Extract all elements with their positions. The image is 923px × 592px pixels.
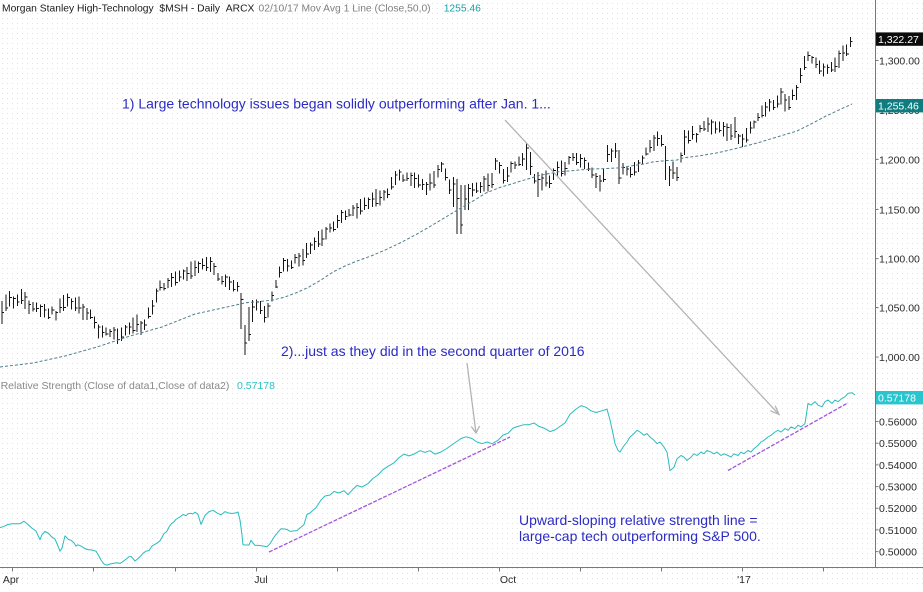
svg-text:2)...just as they did in the s: 2)...just as they did in the second quar…: [281, 343, 585, 359]
svg-text:0.56000: 0.56000: [879, 417, 917, 429]
svg-text:0.53000: 0.53000: [879, 482, 917, 494]
svg-text:1,100.00: 1,100.00: [879, 254, 920, 266]
svg-text:0.57178: 0.57178: [237, 380, 275, 392]
svg-text:02/10/17 Mov Avg 1 Line (Close: 02/10/17 Mov Avg 1 Line (Close,50,0): [259, 4, 431, 15]
svg-text:0.57178: 0.57178: [878, 393, 916, 405]
svg-text:1,322.27: 1,322.27: [878, 34, 919, 46]
svg-text:0.51000: 0.51000: [879, 525, 917, 537]
svg-text:Apr: Apr: [3, 574, 20, 586]
svg-text:1,050.00: 1,050.00: [879, 303, 920, 315]
svg-text:large-cap tech outperforming S: large-cap tech outperforming S&P 500.: [519, 528, 761, 544]
svg-text:0.52000: 0.52000: [879, 503, 917, 515]
svg-text:Oct: Oct: [500, 574, 516, 586]
svg-text:0.50000: 0.50000: [879, 547, 917, 559]
svg-text:1,255.46: 1,255.46: [878, 101, 919, 113]
svg-text:1,150.00: 1,150.00: [879, 205, 920, 217]
svg-text:'17: '17: [737, 574, 751, 586]
svg-text:0.54000: 0.54000: [879, 460, 917, 472]
svg-text:Morgan Stanley High-Technology: Morgan Stanley High-Technology $MSH - Da…: [2, 4, 255, 15]
svg-text:Upward-sloping relative streng: Upward-sloping relative strength line =: [519, 512, 758, 528]
svg-text:1,000.00: 1,000.00: [879, 352, 920, 364]
svg-text:1,300.00: 1,300.00: [879, 56, 920, 68]
svg-text:1255.46: 1255.46: [444, 4, 481, 15]
svg-text:Jul: Jul: [254, 574, 267, 586]
svg-text:Relative Strength (Close of da: Relative Strength (Close of data1,Close …: [1, 380, 230, 392]
svg-text:1,200.00: 1,200.00: [879, 154, 920, 166]
svg-text:0.55000: 0.55000: [879, 438, 917, 450]
svg-text:1) Large technology issues beg: 1) Large technology issues began solidly…: [122, 96, 551, 112]
